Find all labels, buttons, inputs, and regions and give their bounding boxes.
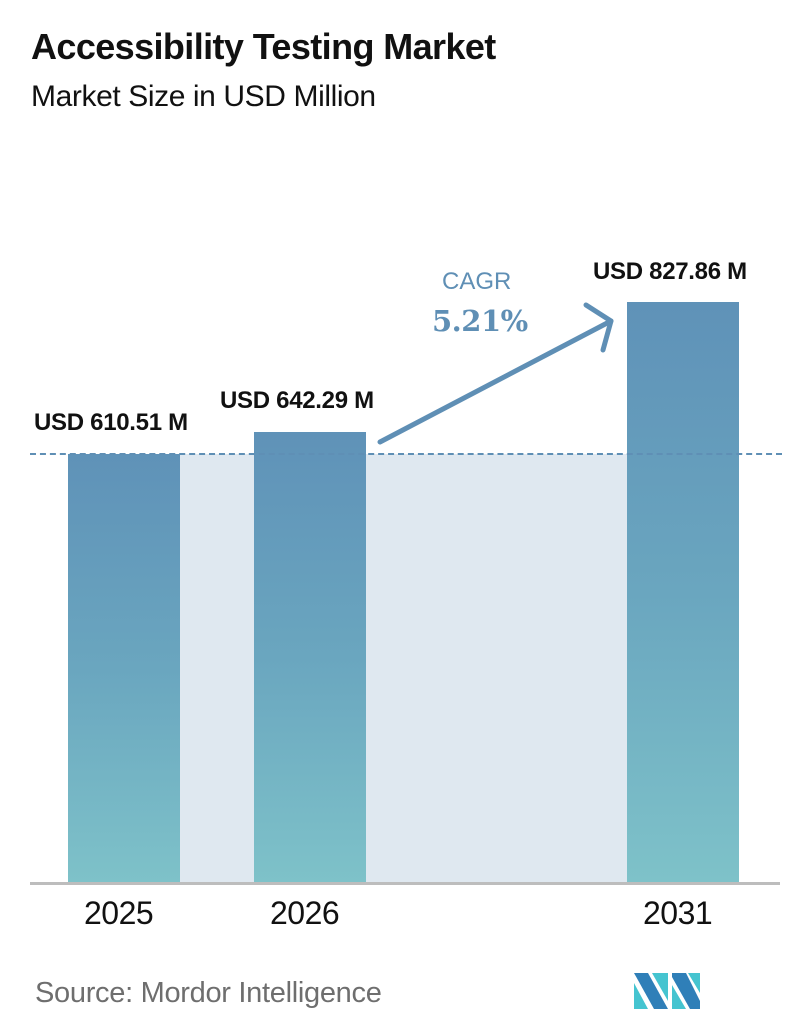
- x-tick-2025: 2025: [84, 895, 154, 931]
- bar-2031: [627, 302, 739, 883]
- x-tick-2026: 2026: [270, 895, 340, 931]
- cagr-label: CAGR: [442, 268, 512, 295]
- mordor-intelligence-logo-icon: [634, 973, 700, 1009]
- cagr-value: 5.21%: [432, 304, 528, 338]
- bar-2025: [68, 454, 180, 883]
- bar-value-label-2025: USD 610.51 M: [34, 409, 188, 436]
- x-axis-baseline: [30, 882, 780, 885]
- chart-title: Accessibility Testing Market: [31, 26, 496, 67]
- x-tick-2031: 2031: [643, 895, 713, 931]
- source-caption: Source: Mordor Intelligence: [35, 977, 382, 1009]
- bar-value-label-2026: USD 642.29 M: [220, 387, 374, 414]
- bar-value-label-2031: USD 827.86 M: [593, 258, 747, 285]
- reference-dashed-line: [30, 453, 782, 455]
- chart-subtitle: Market Size in USD Million: [31, 80, 376, 113]
- bar-2026: [254, 432, 366, 883]
